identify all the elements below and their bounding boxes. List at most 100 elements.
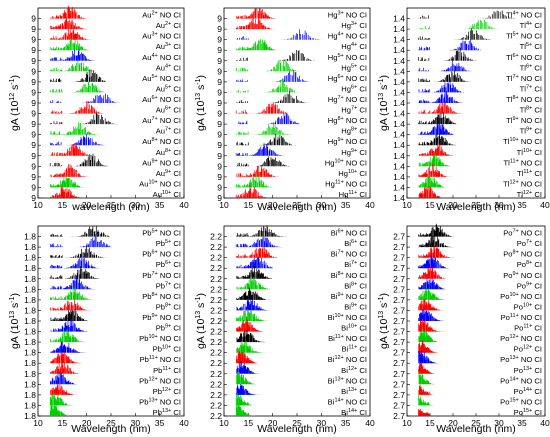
spectrum-series bbox=[235, 403, 257, 416]
spectrum-series bbox=[418, 384, 434, 395]
y-tick-label: 2.2 bbox=[210, 274, 222, 284]
series-label: Tl11+ CI bbox=[517, 169, 542, 178]
series-label: Bi8+ CI bbox=[344, 281, 367, 290]
series-label: Pb6+ NO CI bbox=[142, 250, 181, 259]
series-label: Bi9+ NO CI bbox=[331, 292, 367, 301]
y-tick-label: 9 bbox=[217, 109, 222, 119]
spectrum-series bbox=[236, 29, 322, 40]
y-tick-label: 1.4 bbox=[393, 45, 405, 55]
y-tick-label: 9 bbox=[217, 56, 222, 66]
spectrum-series bbox=[418, 372, 437, 385]
series-label: Hg7+ NO CI bbox=[328, 95, 367, 104]
series-label: Hg10+ CI bbox=[338, 169, 367, 178]
x-tick-label: 30 bbox=[317, 200, 327, 210]
spectrum-series bbox=[50, 245, 107, 258]
spectrum-series bbox=[50, 226, 110, 237]
spectrum-series bbox=[418, 60, 473, 72]
spectrum-series bbox=[50, 164, 90, 177]
panel-bi: 10 15 20 25 30 35 40 Wavelength (nm) gA (1013 s-… bbox=[195, 225, 375, 435]
series-label: Tl5+ CI bbox=[520, 42, 542, 51]
spectrum-series bbox=[50, 143, 92, 156]
series-label: Au8+ NO CI bbox=[142, 137, 181, 146]
y-tick-label: 9 bbox=[217, 151, 222, 161]
spectrum-series bbox=[235, 392, 255, 406]
y-tick-label: 1.4 bbox=[393, 109, 405, 119]
y-tick-label: 1.4 bbox=[393, 35, 405, 45]
series-label: Po7+ CI bbox=[517, 239, 542, 248]
series-label: Pb7+ NO CI bbox=[142, 271, 181, 280]
y-tick-label: 2.2 bbox=[210, 263, 222, 273]
series-label: Tl7+ NO CI bbox=[506, 74, 542, 83]
y-tick-label: 2.2 bbox=[210, 358, 222, 368]
spectrum-series bbox=[50, 122, 102, 135]
y-tick-label: 1.4 bbox=[393, 87, 405, 97]
y-tick-label: 2.2 bbox=[210, 242, 222, 252]
series-label: Hg9+ CI bbox=[341, 148, 367, 157]
spectrum-series bbox=[50, 100, 104, 114]
y-tick-label: 9 bbox=[31, 35, 36, 45]
spectrum-series bbox=[236, 59, 301, 72]
series-label: Au9+ CI bbox=[156, 169, 181, 178]
y-tick-label: 1.4 bbox=[393, 66, 405, 76]
spectrum-series bbox=[418, 47, 480, 61]
y-tick-label: 1.8 bbox=[24, 390, 36, 400]
spectrum-series bbox=[418, 39, 482, 51]
y-axis-label: gA (1013 s-1) bbox=[9, 293, 21, 349]
spectrum-series bbox=[418, 91, 464, 103]
series-label: Au6+ CI bbox=[156, 106, 181, 115]
x-tick-label: 40 bbox=[540, 200, 550, 210]
y-tick-label: 2.2 bbox=[210, 369, 222, 379]
y-tick-label: 1.8 bbox=[24, 358, 36, 368]
spectrum-series bbox=[418, 278, 446, 290]
x-tick-label: 40 bbox=[540, 418, 550, 428]
series-label: Hg3+ CI bbox=[341, 21, 367, 30]
series-label: Po11+ NO CI bbox=[501, 313, 542, 322]
spectrum-series bbox=[418, 154, 452, 167]
series-label: Bi6+ CI bbox=[344, 239, 367, 248]
y-tick-label: 2.7 bbox=[393, 232, 405, 242]
spectrum-series bbox=[236, 79, 301, 93]
series-label: Po10+ NO CI bbox=[500, 292, 542, 301]
spectrum-series bbox=[418, 299, 444, 311]
y-tick-label: 1.4 bbox=[393, 14, 405, 24]
x-tick-label: 20 bbox=[82, 200, 92, 210]
spectrum-series bbox=[418, 408, 431, 416]
series-label: Tl6+ CI bbox=[520, 63, 542, 72]
y-tick-label: 2.7 bbox=[393, 358, 405, 368]
series-label: Pb6+ CI bbox=[156, 260, 181, 269]
x-tick-label: 40 bbox=[179, 418, 189, 428]
spectrum-series bbox=[49, 134, 106, 146]
x-tick-label: 10 bbox=[219, 418, 229, 428]
series-label: Tl9+ CI bbox=[520, 127, 542, 136]
y-tick-label: 2.7 bbox=[393, 284, 405, 294]
y-tick-label: 1.8 bbox=[24, 379, 36, 389]
y-tick-label: 2.7 bbox=[393, 274, 405, 284]
y-tick-label: 1.4 bbox=[393, 140, 405, 150]
spectrum-series bbox=[50, 362, 83, 374]
spectrum-series bbox=[418, 235, 454, 248]
series-label: Po9+ NO CI bbox=[503, 271, 542, 280]
x-tick-label: 10 bbox=[219, 200, 229, 210]
y-tick-label: 2.7 bbox=[393, 390, 405, 400]
spectrum-series bbox=[418, 28, 492, 40]
series-label: Tl5+ NO CI bbox=[506, 32, 542, 41]
x-axis-label: Wavelength (nm) bbox=[257, 423, 337, 435]
series-label: Au4+ NO CI bbox=[142, 53, 181, 62]
series-label: Bi9+ CI bbox=[344, 302, 367, 311]
spectrum-series bbox=[236, 246, 278, 258]
spectrum-series bbox=[418, 174, 448, 188]
spectrum-series bbox=[418, 20, 499, 30]
y-tick-label: 2.7 bbox=[393, 348, 405, 358]
y-tick-label: 9 bbox=[31, 56, 36, 66]
y-tick-label: 1.4 bbox=[393, 24, 405, 34]
series-label: Au2+ CI bbox=[156, 21, 181, 30]
x-tick-label: 20 bbox=[448, 200, 458, 210]
y-tick-label: 2.7 bbox=[393, 400, 405, 410]
spectrum-series bbox=[50, 300, 92, 311]
y-tick-label: 9 bbox=[31, 172, 36, 182]
spectrum-series bbox=[235, 372, 258, 385]
spectrum-series bbox=[235, 102, 288, 114]
spectrum-series bbox=[50, 175, 86, 188]
series-label: Hg4+ NO CI bbox=[328, 32, 367, 41]
series-label: Au5+ NO CI bbox=[142, 74, 181, 83]
